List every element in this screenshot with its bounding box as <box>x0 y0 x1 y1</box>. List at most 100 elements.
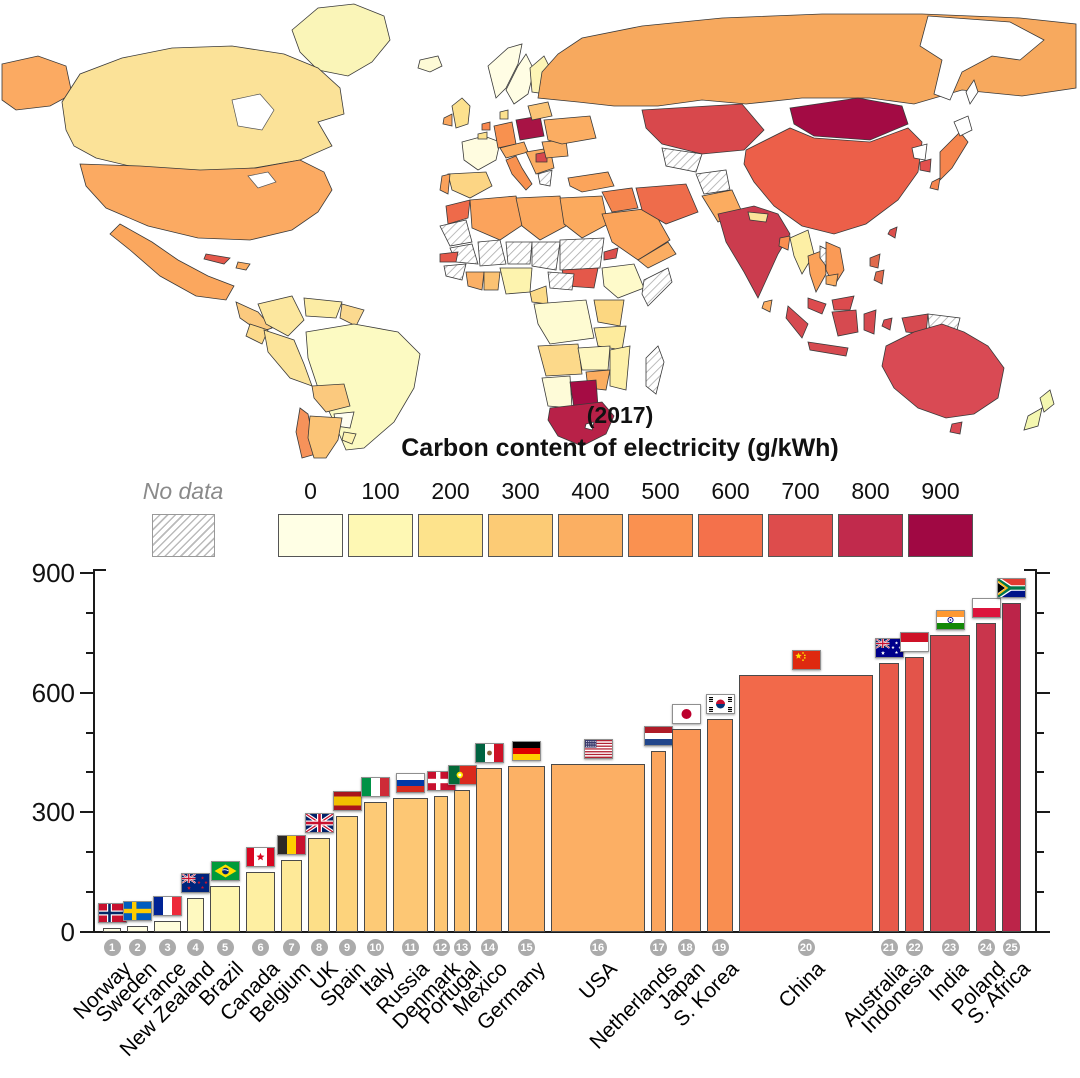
flag-indonesia-icon <box>900 632 929 652</box>
y-minor-tick-right <box>1037 651 1044 654</box>
legend-tick-label: 900 <box>921 478 960 504</box>
flag-netherlands-icon <box>644 726 673 746</box>
map-senegal <box>439 251 459 263</box>
bar-china <box>739 675 873 932</box>
top-cap-left <box>93 569 106 571</box>
map-hispaniola <box>235 261 251 271</box>
rank-badge: 17 <box>650 939 667 956</box>
map-somalia <box>641 267 673 307</box>
map-portugal <box>439 173 451 195</box>
map-drc <box>533 299 595 345</box>
map-chukotka <box>919 15 1045 101</box>
map-mongolia <box>789 97 909 141</box>
bar-norway <box>103 928 121 932</box>
page-title: Carbon content of electricity (g/kWh) <box>401 434 839 462</box>
flag-spain-icon <box>332 791 362 811</box>
y-minor-tick <box>86 851 93 854</box>
map-bangladesh <box>778 235 791 251</box>
map-libya <box>515 195 567 241</box>
x-label: China <box>774 957 830 1013</box>
map-germany <box>493 121 517 149</box>
map-ukraine <box>543 115 597 145</box>
rank-badge: 13 <box>453 939 471 956</box>
y-minor-tick-right <box>1037 731 1044 734</box>
flag-sweden-icon <box>123 901 152 921</box>
rank-badge: 23 <box>941 939 959 956</box>
map-belgium <box>477 131 488 140</box>
map-ethiopia <box>601 263 645 299</box>
rank-badge: 1 <box>103 939 121 956</box>
top-cap-right <box>1024 569 1037 571</box>
map-new-zealand-south <box>1023 407 1043 431</box>
flag-s-africa-icon <box>997 578 1026 598</box>
map-regions <box>1 3 1077 459</box>
legend-swatch <box>908 514 973 557</box>
legend-swatch <box>628 514 693 557</box>
bar-india <box>930 635 970 932</box>
flag-canada-icon <box>246 847 275 867</box>
legend-tick-label: 300 <box>501 478 540 504</box>
y-major-tick <box>80 931 93 933</box>
map-great-lakes <box>247 171 277 189</box>
map-ghana <box>483 271 501 291</box>
map-netherlands <box>481 121 491 131</box>
legend-swatch <box>418 514 483 557</box>
x-axis <box>93 931 1037 933</box>
map-greece <box>537 169 553 187</box>
map-colombia <box>257 295 305 337</box>
map-madagascar <box>645 345 665 395</box>
map-poland <box>515 115 545 141</box>
flag-usa-icon <box>583 739 613 759</box>
map-malaysia-borneo <box>831 295 855 311</box>
map-peru <box>263 329 313 387</box>
map-egypt <box>559 195 609 239</box>
bar-s-korea <box>707 719 733 932</box>
map-taiwan <box>887 226 898 239</box>
legend-tick-label: 700 <box>781 478 820 504</box>
flag-australia-icon <box>874 638 904 658</box>
map-java <box>807 341 849 357</box>
y-major-tick <box>80 691 93 694</box>
map-japan-hokkaido <box>953 115 973 137</box>
map-new-zealand-north <box>1039 389 1055 413</box>
legend-tick-label: 400 <box>571 478 610 504</box>
map-argentina <box>307 415 343 459</box>
map-central-asia <box>661 147 703 173</box>
y-axis-right <box>1035 569 1037 933</box>
legend-swatch <box>838 514 903 557</box>
bar-netherlands <box>651 751 666 932</box>
map-alaska <box>1 55 73 111</box>
rank-badge: 3 <box>159 939 176 956</box>
map-niger <box>505 241 533 265</box>
rank-badge: 6 <box>252 939 269 956</box>
bar-sweden <box>127 926 148 932</box>
y-major-tick-right <box>1037 811 1050 814</box>
map-venezuela <box>303 297 343 319</box>
map-iran <box>635 183 699 225</box>
y-minor-tick-right <box>1037 891 1044 894</box>
map-iraq <box>601 187 639 213</box>
flag-portugal-icon <box>447 765 477 785</box>
map-uk <box>451 97 471 129</box>
y-major-tick-right <box>1037 572 1050 574</box>
rank-badge: 14 <box>480 939 498 956</box>
map-cambodia <box>825 273 839 287</box>
map-greenland <box>291 3 391 77</box>
map-malaysia <box>807 297 827 315</box>
map-ivory-coast <box>465 271 485 291</box>
map-morocco <box>445 199 471 225</box>
map-namibia <box>541 375 573 409</box>
map-kazakhstan <box>641 103 765 155</box>
bar-spain <box>336 816 358 932</box>
map-bolivia <box>311 383 351 413</box>
map-moluccas <box>881 317 893 331</box>
map-central-african-republic <box>547 271 575 291</box>
map-hudson-bay <box>231 93 275 131</box>
legend-tick-label: 200 <box>431 478 470 504</box>
map-sulawesi <box>863 309 877 335</box>
rank-badge: 16 <box>589 939 607 956</box>
map-guyanas <box>339 303 365 327</box>
map-cameroon <box>529 285 549 305</box>
map-australia <box>881 323 1005 419</box>
map-kenya <box>593 299 625 327</box>
